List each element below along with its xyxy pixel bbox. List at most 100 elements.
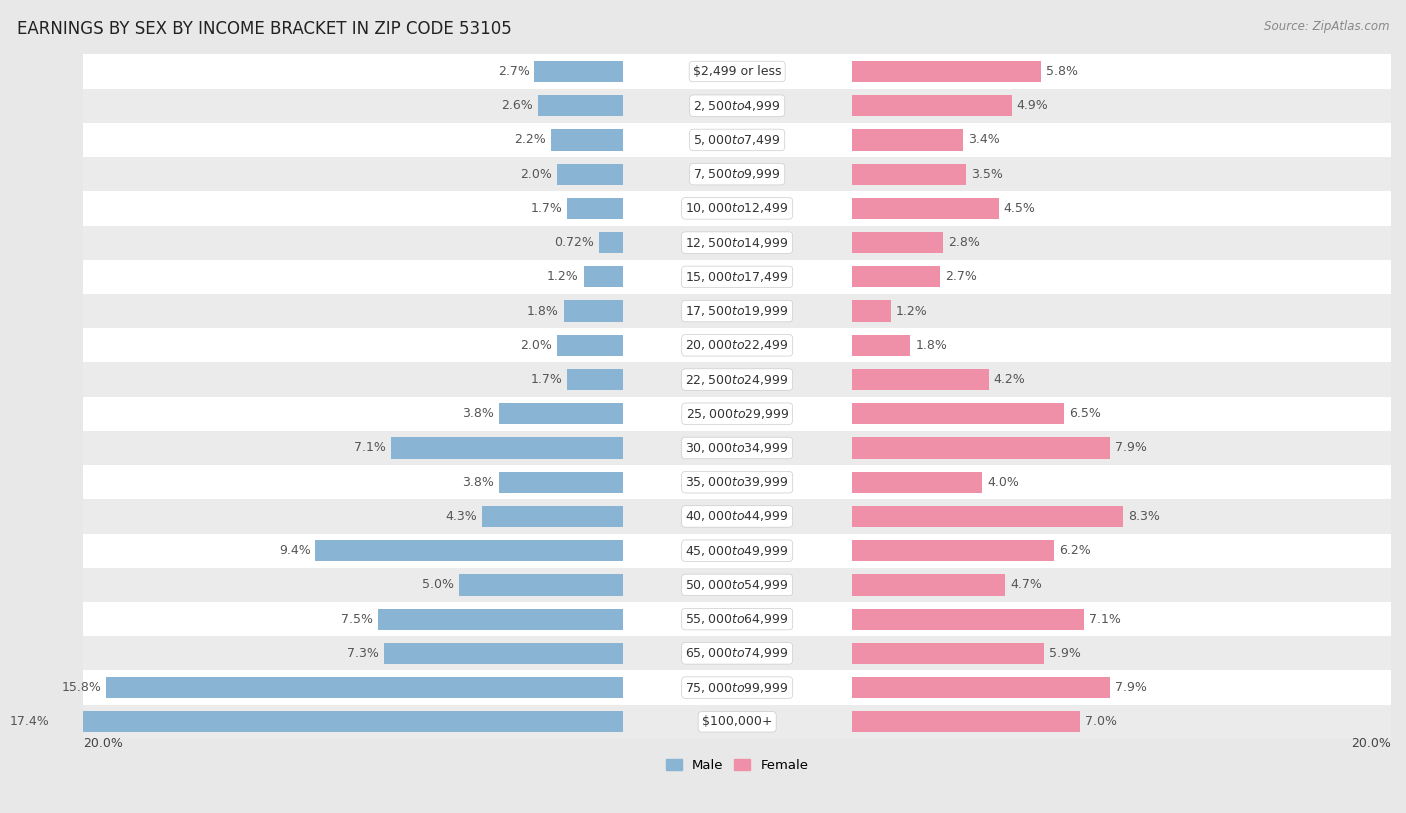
Text: 3.8%: 3.8%	[461, 476, 494, 489]
Text: $20,000 to $22,499: $20,000 to $22,499	[685, 338, 789, 352]
Text: 0.72%: 0.72%	[554, 236, 595, 249]
Text: 2.7%: 2.7%	[498, 65, 530, 78]
Text: 1.7%: 1.7%	[530, 373, 562, 386]
Text: $30,000 to $34,999: $30,000 to $34,999	[685, 441, 789, 455]
Bar	[852, 403, 1064, 424]
Bar	[384, 643, 623, 664]
Bar	[83, 191, 1391, 225]
Text: 6.5%: 6.5%	[1069, 407, 1101, 420]
Text: $7,500 to $9,999: $7,500 to $9,999	[693, 167, 780, 181]
Text: 8.3%: 8.3%	[1128, 510, 1160, 523]
Bar	[83, 465, 1391, 499]
Text: 17.4%: 17.4%	[10, 715, 49, 728]
Text: 1.2%: 1.2%	[896, 305, 928, 318]
Text: 4.5%: 4.5%	[1004, 202, 1035, 215]
Text: $40,000 to $44,999: $40,000 to $44,999	[685, 510, 789, 524]
Text: 1.7%: 1.7%	[530, 202, 562, 215]
Text: $10,000 to $12,499: $10,000 to $12,499	[685, 202, 789, 215]
Bar	[534, 61, 623, 82]
Bar	[852, 574, 1005, 595]
Text: $65,000 to $74,999: $65,000 to $74,999	[685, 646, 789, 660]
Bar	[83, 54, 1391, 89]
Bar	[852, 711, 1080, 733]
Bar	[852, 129, 963, 150]
Text: 6.2%: 6.2%	[1059, 544, 1091, 557]
Text: 2.0%: 2.0%	[520, 339, 553, 352]
Bar	[557, 163, 623, 185]
Bar	[83, 157, 1391, 191]
Text: 4.7%: 4.7%	[1010, 578, 1042, 591]
Text: $12,500 to $14,999: $12,500 to $14,999	[685, 236, 789, 250]
Legend: Male, Female: Male, Female	[661, 754, 814, 777]
Bar	[852, 437, 1109, 459]
Bar	[567, 198, 623, 219]
Text: $100,000+: $100,000+	[702, 715, 772, 728]
Bar	[83, 328, 1391, 363]
Bar	[83, 89, 1391, 123]
Text: 3.5%: 3.5%	[972, 167, 1002, 180]
Bar	[852, 540, 1054, 561]
Text: 5.8%: 5.8%	[1046, 65, 1078, 78]
Bar	[83, 294, 1391, 328]
Bar	[391, 437, 623, 459]
Bar	[83, 397, 1391, 431]
Bar	[537, 95, 623, 116]
Text: EARNINGS BY SEX BY INCOME BRACKET IN ZIP CODE 53105: EARNINGS BY SEX BY INCOME BRACKET IN ZIP…	[17, 20, 512, 38]
Text: 7.9%: 7.9%	[1115, 681, 1147, 694]
Bar	[378, 608, 623, 630]
Text: $2,499 or less: $2,499 or less	[693, 65, 782, 78]
Bar	[852, 198, 998, 219]
Bar	[564, 301, 623, 322]
Text: 7.1%: 7.1%	[1088, 613, 1121, 626]
Text: $45,000 to $49,999: $45,000 to $49,999	[685, 544, 789, 558]
Text: 4.9%: 4.9%	[1017, 99, 1049, 112]
Bar	[499, 472, 623, 493]
Bar	[852, 95, 1012, 116]
Text: 20.0%: 20.0%	[1351, 737, 1391, 750]
Text: $35,000 to $39,999: $35,000 to $39,999	[685, 476, 789, 489]
Text: 4.3%: 4.3%	[446, 510, 477, 523]
Bar	[83, 637, 1391, 671]
Text: 4.0%: 4.0%	[987, 476, 1019, 489]
Bar	[852, 677, 1109, 698]
Bar	[852, 643, 1045, 664]
Text: $15,000 to $17,499: $15,000 to $17,499	[685, 270, 789, 284]
Bar	[557, 335, 623, 356]
Bar	[567, 369, 623, 390]
Text: 3.8%: 3.8%	[461, 407, 494, 420]
Bar	[852, 163, 966, 185]
Bar	[83, 431, 1391, 465]
Bar	[482, 506, 623, 527]
Text: 7.5%: 7.5%	[340, 613, 373, 626]
Bar	[460, 574, 623, 595]
Bar	[599, 232, 623, 253]
Text: 3.4%: 3.4%	[967, 133, 1000, 146]
Bar	[315, 540, 623, 561]
Text: $25,000 to $29,999: $25,000 to $29,999	[686, 406, 789, 421]
Bar	[107, 677, 623, 698]
Text: 1.2%: 1.2%	[547, 271, 579, 284]
Text: 2.7%: 2.7%	[945, 271, 977, 284]
Text: 2.8%: 2.8%	[948, 236, 980, 249]
Bar	[83, 533, 1391, 567]
Text: $75,000 to $99,999: $75,000 to $99,999	[685, 680, 789, 694]
Bar	[83, 705, 1391, 739]
Bar	[499, 403, 623, 424]
Text: 4.2%: 4.2%	[994, 373, 1025, 386]
Text: 7.1%: 7.1%	[354, 441, 385, 454]
Text: 5.0%: 5.0%	[422, 578, 454, 591]
Bar	[83, 567, 1391, 602]
Text: 1.8%: 1.8%	[527, 305, 560, 318]
Text: 2.0%: 2.0%	[520, 167, 553, 180]
Bar	[83, 671, 1391, 705]
Text: 2.2%: 2.2%	[515, 133, 546, 146]
Bar	[852, 369, 988, 390]
Text: 20.0%: 20.0%	[83, 737, 124, 750]
Text: 2.6%: 2.6%	[501, 99, 533, 112]
Bar	[852, 266, 939, 288]
Bar	[83, 259, 1391, 294]
Bar	[852, 506, 1123, 527]
Text: $5,000 to $7,499: $5,000 to $7,499	[693, 133, 780, 147]
Bar	[852, 61, 1042, 82]
Bar	[852, 472, 983, 493]
